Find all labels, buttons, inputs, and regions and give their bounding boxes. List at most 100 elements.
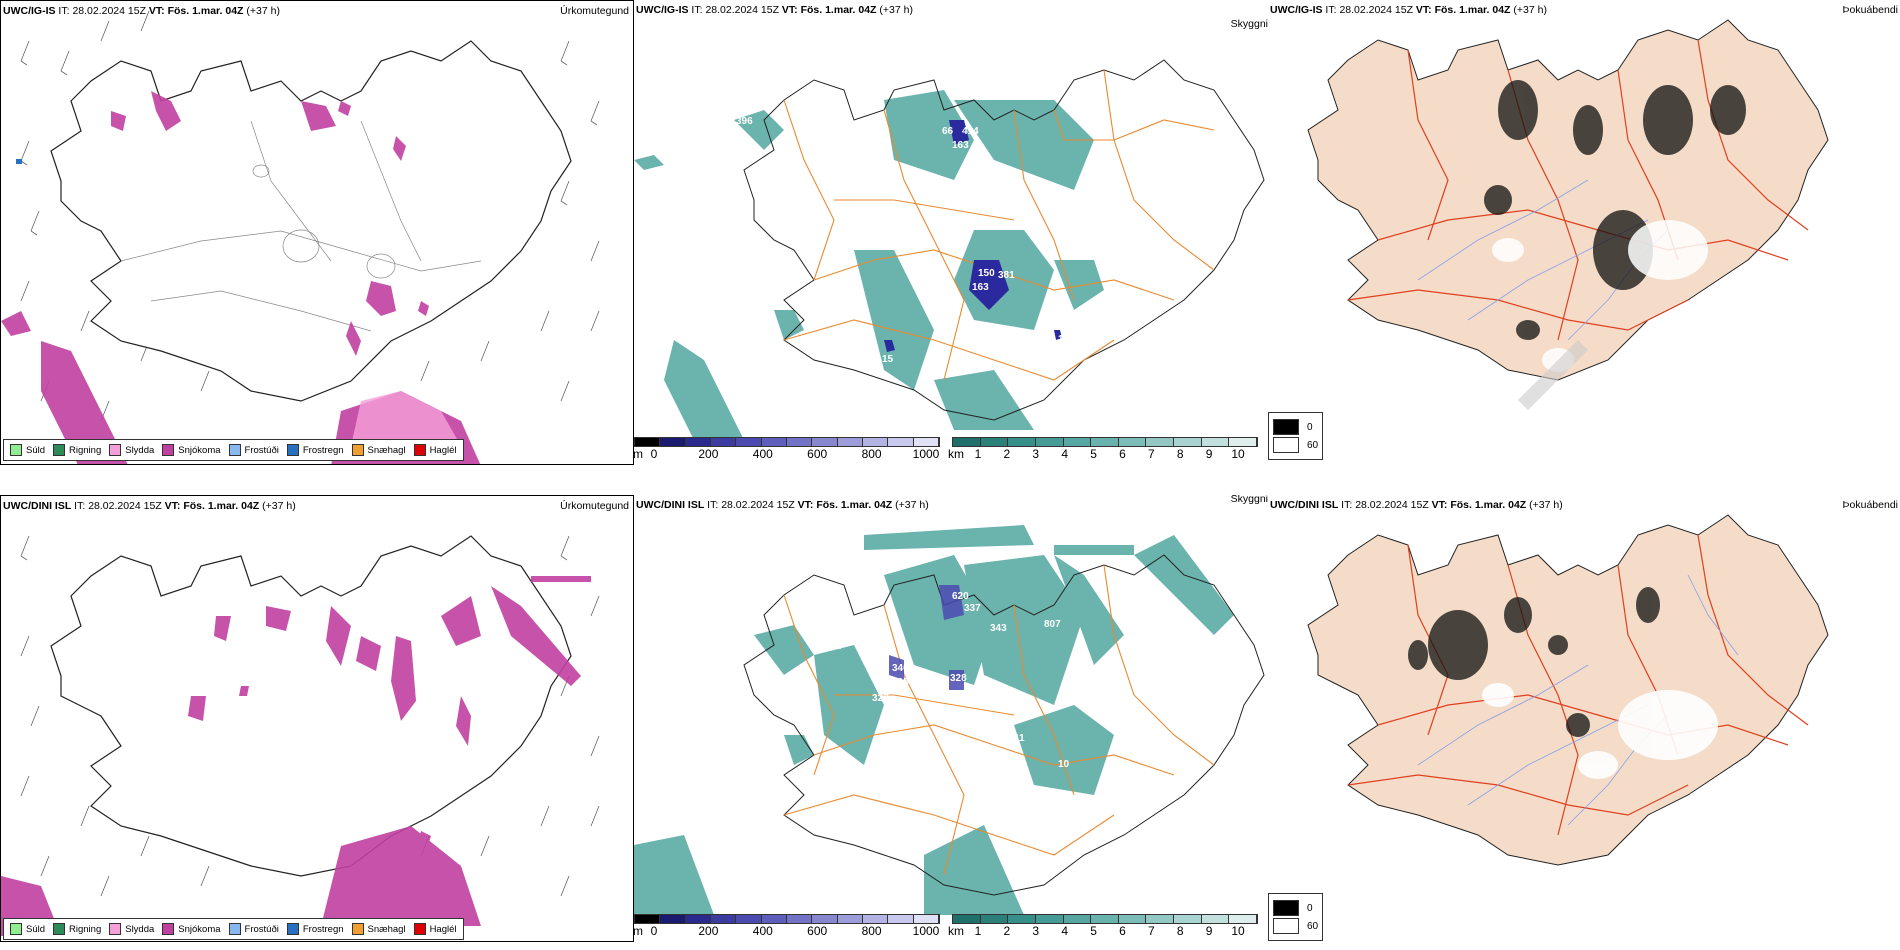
colorbar-segment [660, 438, 686, 446]
colorbar-tick: 10 [1231, 924, 1245, 938]
colorbar-tick: 2 [1003, 924, 1011, 938]
vis-label: 212 [1116, 691, 1133, 702]
colorbar-tick: 7 [1147, 447, 1155, 461]
colorbar-segment [812, 915, 838, 923]
fog-swatch [1273, 900, 1299, 916]
model-name: UWC/DINI ISL [3, 500, 72, 512]
it-label: IT: [691, 4, 703, 16]
fog-legend-row: 60 [1273, 918, 1318, 934]
legend-label: Haglél [429, 923, 457, 935]
colorbar-tick: 600 [807, 447, 828, 461]
fog-swatch [1273, 918, 1299, 934]
precip-panel-1: UWC/DINI ISL IT: 28.02.2024 15Z VT: Fös.… [0, 495, 634, 942]
legend-swatch [413, 923, 426, 935]
vis-label: 404 [1124, 162, 1141, 173]
precip-legend: Súld Rigning Slydda Snjókoma Frostúði Fr… [3, 918, 464, 940]
colorbar-segment [862, 438, 889, 446]
legend-swatch [228, 923, 241, 935]
legend-item: Súld [10, 923, 45, 935]
cbar-unit: km [948, 447, 964, 461]
legend-swatch [286, 444, 299, 456]
fog-legend: 0 60 [1268, 893, 1324, 941]
precip-legend: Súld Rigning Slydda Snjókoma Frostúði Fr… [3, 439, 464, 461]
legend-label: Snæhagl [367, 923, 406, 935]
colorbar-segment [980, 915, 1009, 923]
cbar-unit: km [948, 924, 964, 938]
colorbar-tick: 200 [698, 924, 719, 938]
vt-label: VT: [164, 500, 181, 512]
vis-label: 71 [830, 641, 842, 652]
vt-label: VT: [797, 499, 814, 511]
model-name: UWC/DINI ISL [1270, 499, 1339, 511]
colorbar-segment [888, 438, 914, 446]
legend-item: Haglél [413, 444, 457, 456]
colorbar-segment [1174, 915, 1202, 923]
vis-label: 337 [964, 603, 981, 614]
colorbar-segment [786, 438, 813, 446]
it-value: 28.02.2024 15Z [1339, 4, 1413, 16]
legend-label: Súld [26, 444, 46, 456]
product-title: Þokuábendi [1842, 4, 1898, 16]
colorbar-tick: 5 [1090, 924, 1097, 938]
colorbar-segment [736, 438, 762, 446]
colorbar-segment [736, 915, 762, 923]
fog-legend-label: 0 [1307, 902, 1313, 914]
colorbar-tick: 8 [1176, 924, 1184, 938]
legend-swatch [413, 444, 426, 456]
colorbar-segment [1063, 438, 1092, 446]
colorbar-tick: 4 [1061, 924, 1068, 938]
legend-item: Rigning [53, 923, 101, 935]
fog-legend-row: 0 [1273, 419, 1318, 435]
header: UWC/DINI ISL IT: 28.02.2024 15Z VT: Fös.… [636, 499, 929, 511]
legend-label: Rigning [69, 444, 102, 456]
legend-label: Snæhagl [367, 444, 406, 456]
colorbar-tick: 1000 [912, 924, 940, 938]
legend-label: Slydda [125, 923, 155, 935]
legend-item: Frostregn [286, 444, 344, 456]
lead-time: (+37 h) [879, 4, 913, 16]
colorbar-tick: 800 [861, 924, 882, 938]
colorbar-tick: 2 [1003, 447, 1011, 461]
vt-label: VT: [1431, 499, 1448, 511]
colorbar-segment [1091, 915, 1119, 923]
colorbar-segment [1229, 438, 1258, 446]
vt-label: VT: [781, 4, 798, 16]
colorbar-tick: 6 [1119, 924, 1126, 938]
legend-label: Frostregn [302, 923, 344, 935]
colorbar-tick: 9 [1205, 447, 1213, 461]
colorbar-segment [761, 438, 787, 446]
colorbar-segment [837, 915, 863, 923]
colorbar-segment [635, 915, 661, 923]
legend-label: Snjókoma [178, 923, 221, 935]
fog-legend-row: 60 [1273, 437, 1318, 453]
vt-value: Fös. 1.mar. 04Z [167, 5, 244, 17]
legend-swatch [351, 444, 364, 456]
legend-swatch [109, 923, 122, 935]
visibility-colorbar: km 1 2 3 4 5 6 7 8 9 10 [948, 437, 1258, 461]
product-title: Úrkomutegund [560, 500, 629, 512]
vt-label: VT: [1415, 4, 1432, 16]
colorbar-tick: 7 [1147, 924, 1155, 938]
legend-swatch [351, 923, 364, 935]
vis-label: 396 [736, 116, 753, 127]
vis-label: 346 [892, 663, 909, 674]
fog-map [1307, 19, 1829, 410]
colorbar-segment [1008, 915, 1036, 923]
cloud-base-colorbar: m 0 200 400 600 800 1000 [634, 437, 940, 461]
colorbar-tick: 0 [650, 924, 658, 938]
fog-legend-label: 60 [1307, 439, 1319, 451]
fog-swatch [1273, 437, 1299, 453]
it-label: IT: [1325, 4, 1337, 16]
fog-map [1307, 514, 1829, 866]
colorbar-segment [953, 438, 981, 446]
legend-item: Slydda [109, 444, 154, 456]
fog-swatch [1273, 419, 1299, 435]
legend-item: Haglél [413, 923, 457, 935]
colorbar-segment [710, 915, 737, 923]
colorbar-tick: 10 [1231, 447, 1245, 461]
vis-label: 807 [1044, 619, 1061, 630]
colorbar-segment [1035, 438, 1064, 446]
colorbar-tick: 400 [752, 924, 773, 938]
it-value: 28.02.2024 15Z [1355, 499, 1429, 511]
legend-swatch [286, 923, 299, 935]
